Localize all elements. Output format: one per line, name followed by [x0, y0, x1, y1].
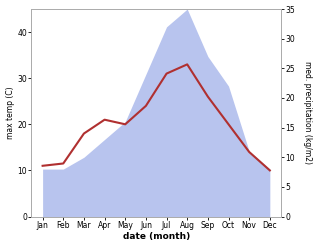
Y-axis label: med. precipitation (kg/m2): med. precipitation (kg/m2) — [303, 61, 313, 164]
X-axis label: date (month): date (month) — [123, 232, 190, 242]
Y-axis label: max temp (C): max temp (C) — [5, 86, 15, 139]
